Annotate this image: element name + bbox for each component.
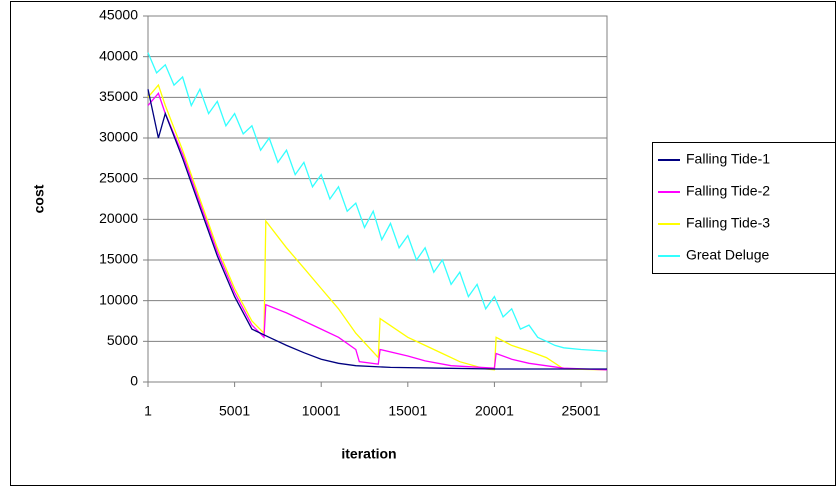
legend-label: Falling Tide-3	[686, 215, 770, 231]
x-tick-label: 5001	[219, 403, 250, 419]
legend	[652, 142, 836, 274]
legend-label: Falling Tide-2	[686, 183, 770, 199]
x-tick-label: 20001	[475, 403, 514, 419]
legend-label: Great Deluge	[686, 247, 769, 263]
series-line	[147, 92, 608, 371]
y-tick-label: 0	[130, 373, 138, 389]
y-tick-label: 40000	[99, 47, 138, 63]
plot-area	[147, 15, 608, 383]
y-tick-label: 15000	[99, 251, 138, 267]
y-tick-label: 25000	[99, 169, 138, 185]
x-tick-label: 10001	[302, 403, 341, 419]
x-axis-title: iteration	[341, 446, 396, 462]
y-tick-label: 20000	[99, 210, 138, 226]
legend-label: Falling Tide-1	[686, 151, 770, 167]
y-tick-label: 35000	[99, 88, 138, 104]
y-tick-label: 45000	[99, 7, 138, 23]
series-line	[147, 83, 608, 371]
y-tick-label: 30000	[99, 129, 138, 145]
y-axis-title: cost	[31, 184, 47, 213]
series-line	[147, 89, 607, 370]
x-tick-label: 1	[144, 403, 152, 419]
y-tick-label: 10000	[99, 291, 138, 307]
x-tick-label: 25001	[562, 403, 601, 419]
series-line	[147, 52, 608, 352]
y-tick-label: 5000	[107, 332, 138, 348]
x-tick-label: 15001	[388, 403, 427, 419]
